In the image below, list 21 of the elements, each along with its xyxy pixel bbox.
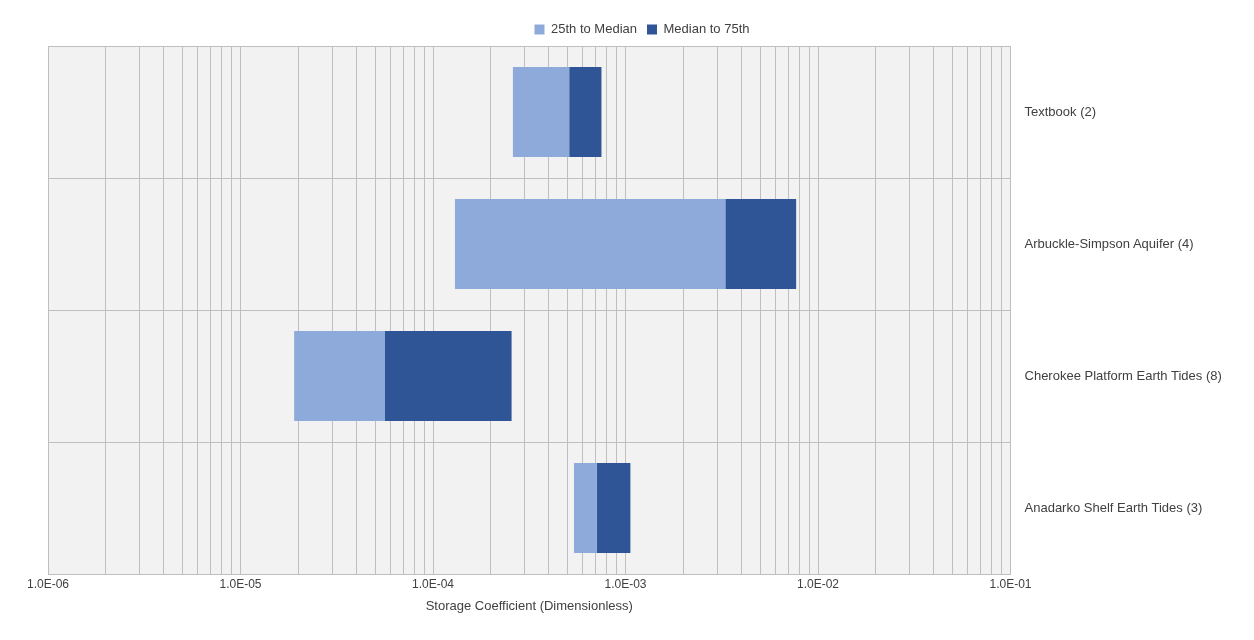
bar — [512, 67, 570, 157]
x-tick-label: 1.0E-05 — [219, 576, 262, 591]
bar — [454, 199, 726, 289]
bar — [596, 463, 631, 553]
bar — [294, 331, 385, 421]
x-axis-title: Storage Coefficient (Dimensionless) — [425, 597, 633, 613]
x-tick-label: 1.0E-02 — [797, 576, 840, 591]
bar — [569, 67, 602, 157]
bar — [725, 199, 797, 289]
bar — [574, 463, 597, 553]
x-tick-label: 1.0E-04 — [411, 576, 455, 591]
x-tick-label: 1.0E-06 — [26, 576, 70, 591]
legend-label: Median to 75th — [663, 21, 750, 37]
y-tick-label: Anadarko Shelf Earth Tides (3) — [1024, 499, 1203, 515]
y-tick-label: Cherokee Platform Earth Tides (8) — [1024, 367, 1222, 383]
y-tick-label: Arbuckle-Simpson Aquifer (4) — [1024, 235, 1194, 251]
x-tick-label: 1.0E-03 — [604, 576, 647, 591]
legend-label: 25th to Median — [551, 21, 638, 37]
bar — [384, 331, 512, 421]
y-tick-label: Textbook (2) — [1024, 103, 1097, 119]
x-tick-label: 1.0E-01 — [989, 576, 1032, 591]
